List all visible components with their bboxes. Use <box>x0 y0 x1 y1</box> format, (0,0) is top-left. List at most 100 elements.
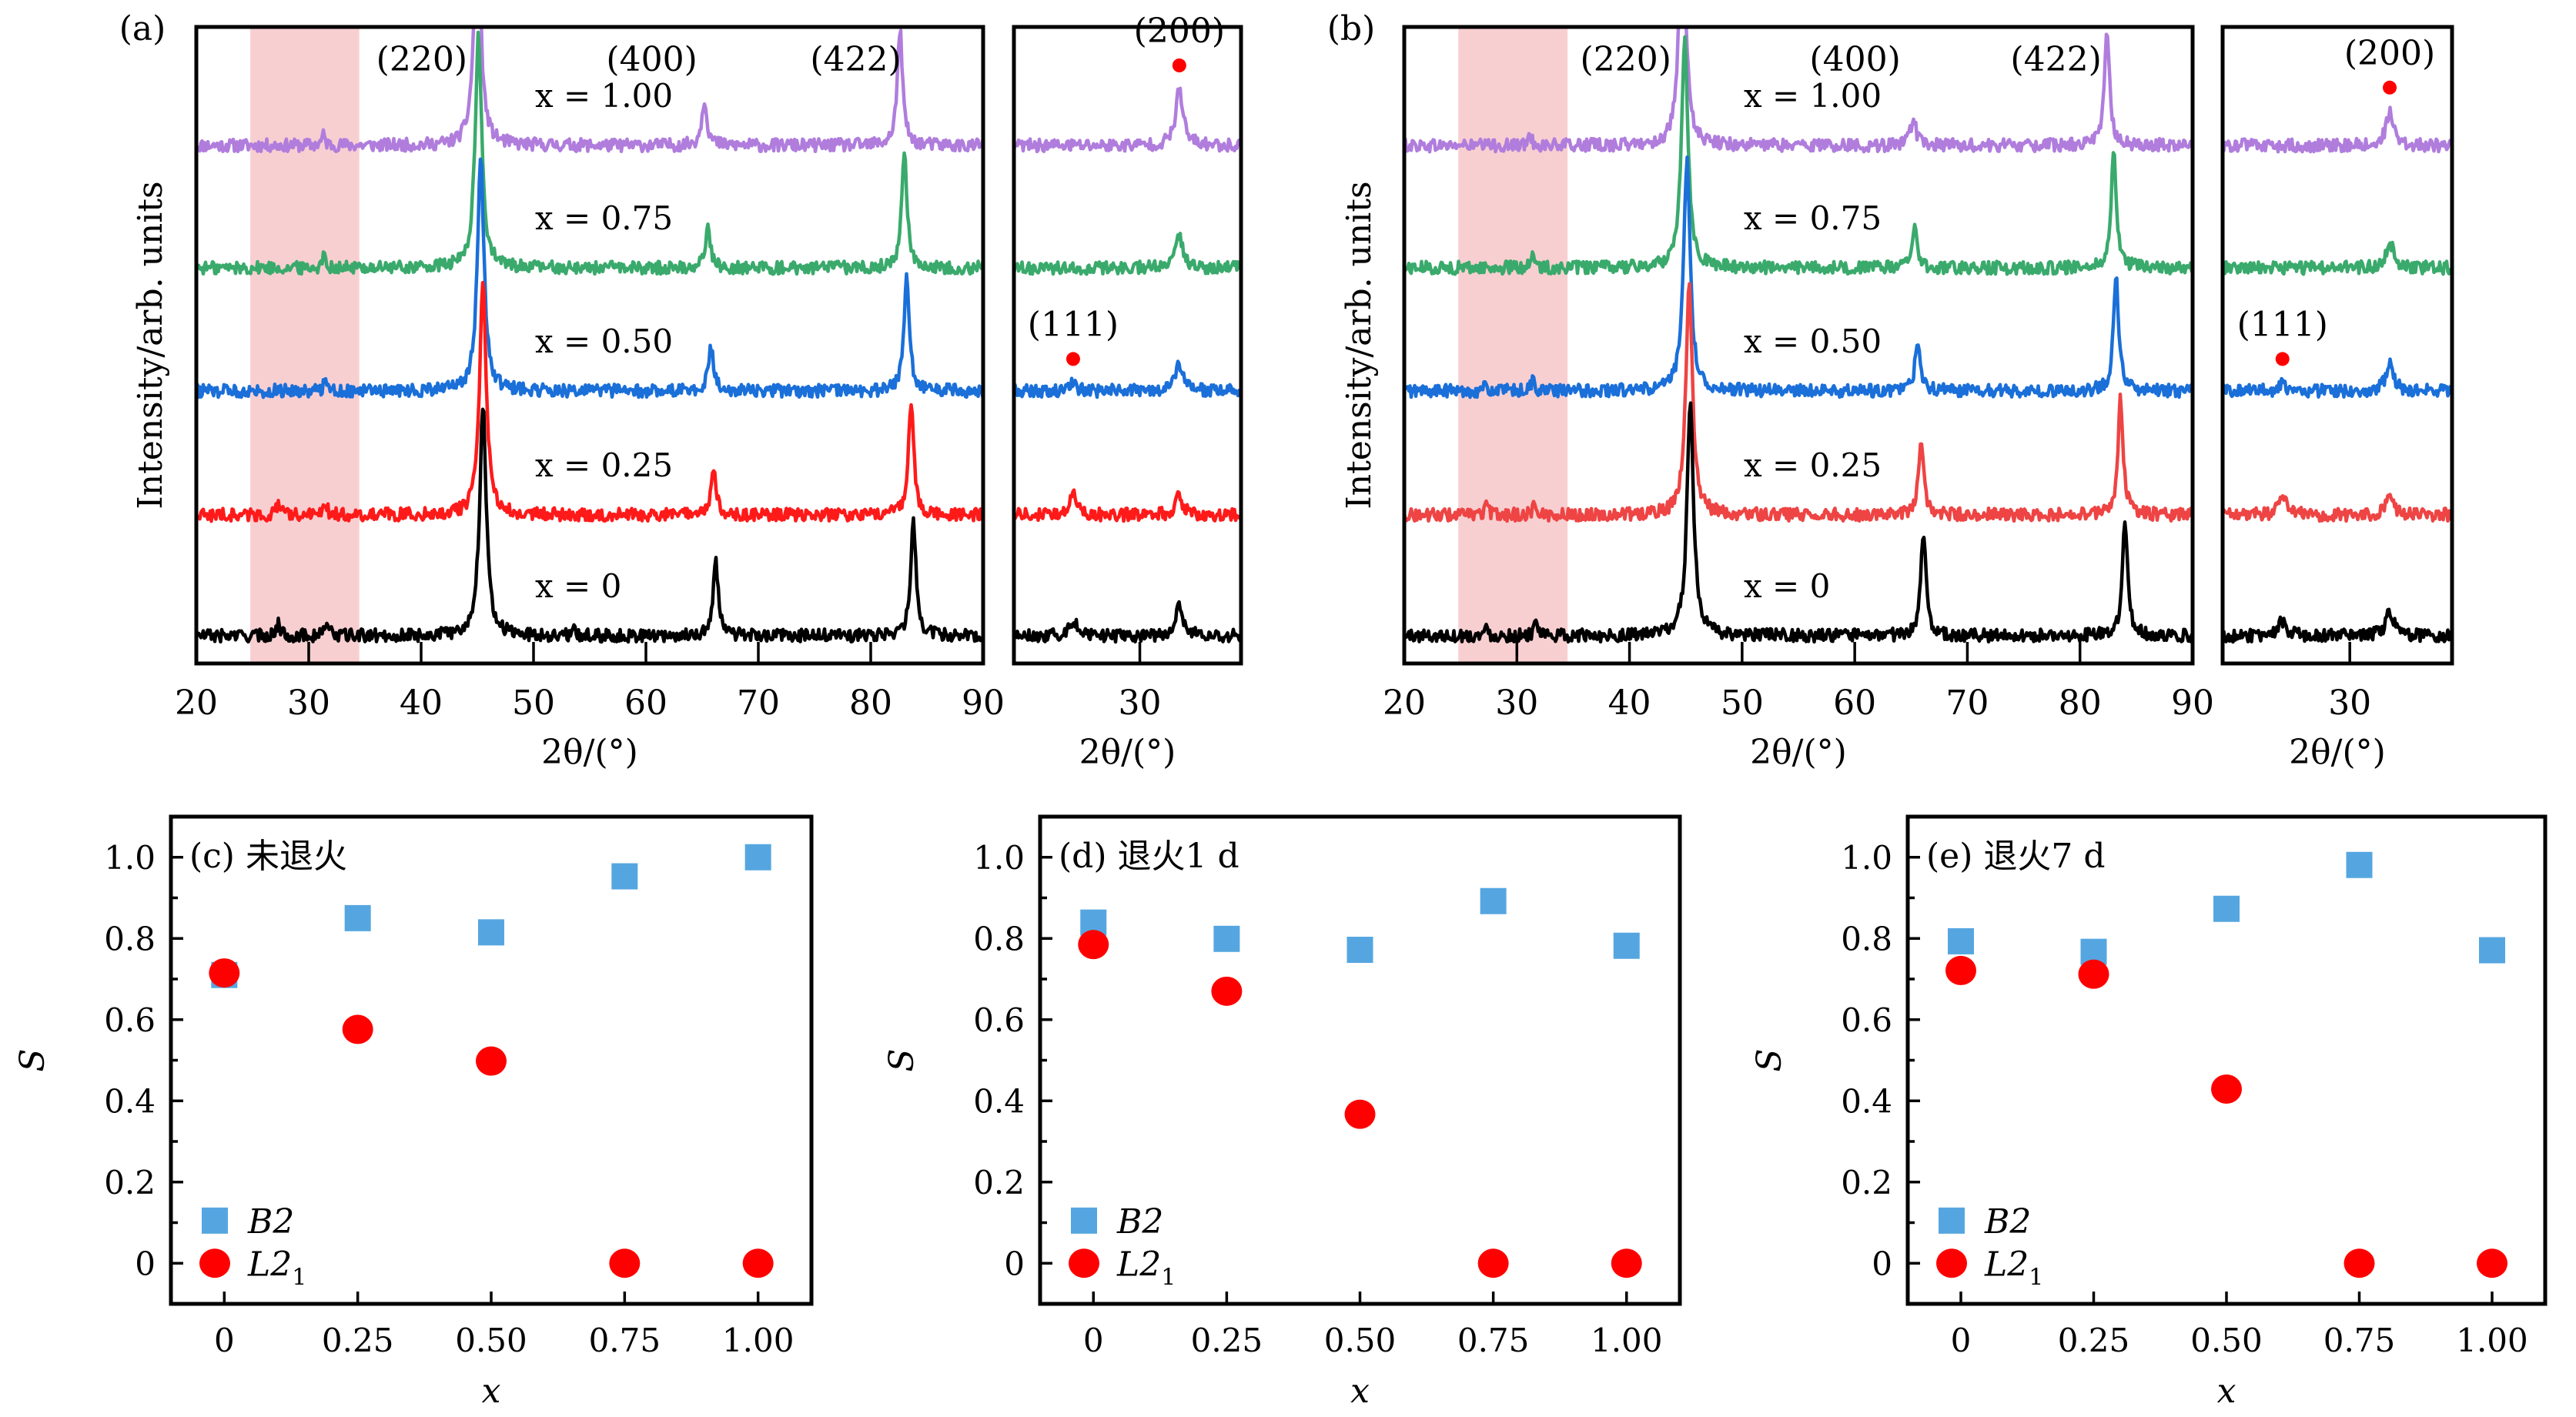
series-label: x = 1.00 <box>535 77 673 115</box>
inset-traces <box>1014 86 1241 644</box>
x-tick-label: 0 <box>1951 1322 1972 1359</box>
trace-0_25 <box>196 280 983 523</box>
inset-x-tick-label: 30 <box>1119 683 1162 723</box>
inset-x-tick-label: 30 <box>2328 683 2371 723</box>
y-tick-label: 1.0 <box>973 839 1025 877</box>
x-tick-label: 40 <box>1608 683 1651 723</box>
x-axis-label: 2θ/(°) <box>541 733 638 772</box>
y-tick-label: 0 <box>135 1245 156 1282</box>
trace-1_00 <box>1404 27 2193 154</box>
x-tick-label: 30 <box>1495 683 1538 723</box>
trace-0 <box>196 407 983 644</box>
l21-marker <box>1945 955 1976 985</box>
x-tick-label: 90 <box>2171 683 2214 723</box>
y-tick-label: 0 <box>1872 1245 1892 1282</box>
x-tick-label: 0.25 <box>1191 1322 1263 1359</box>
legend-l21-marker <box>1936 1248 1967 1278</box>
l21-marker <box>1477 1248 1509 1278</box>
series-label: x = 0.50 <box>535 323 673 360</box>
x-tick-label: 1.00 <box>1591 1322 1663 1359</box>
legend-l21-main: L2 <box>1116 1245 1161 1284</box>
l21-marker <box>1078 930 1109 960</box>
b2-marker <box>344 904 371 931</box>
inset-trace-0_25 <box>1014 488 1241 523</box>
legend-l21-marker <box>1069 1248 1099 1278</box>
inset-x-axis-label: 2θ/(°) <box>2289 733 2386 772</box>
x-tick-label: 0.75 <box>2323 1322 2396 1359</box>
series-label: x = 0.25 <box>1744 446 1882 484</box>
inset-trace-0_50 <box>1014 359 1241 399</box>
y-axis-label: Intensity/arb. units <box>131 181 170 509</box>
l21-marker <box>2343 1248 2375 1278</box>
y-tick-label: 0.4 <box>973 1082 1025 1120</box>
panel-letter: (e) <box>1926 837 1972 876</box>
y-tick-label: 0.8 <box>1841 920 1892 957</box>
series-label: x = 0.75 <box>1744 199 1882 237</box>
inset-frame <box>1012 25 1243 666</box>
xrd-panel-b: x = 1.00 x = 0.75 x = 0.50 x = 0.25 x = 0 20 3… <box>1327 9 2454 772</box>
inset-reflection-label: (111) <box>2237 305 2328 344</box>
x-tick-label: 90 <box>962 683 1005 723</box>
y-tick-label: 0.2 <box>104 1164 156 1201</box>
b2-marker <box>611 863 638 890</box>
b2-marker <box>478 919 504 946</box>
y-axis-label: S <box>13 1048 52 1071</box>
x-tick-label: 0.75 <box>589 1322 661 1359</box>
trace-0_25 <box>1404 282 2193 523</box>
l21-marker <box>2477 1248 2507 1278</box>
inset-frame <box>2220 25 2454 666</box>
trace-0 <box>1404 401 2193 644</box>
x-tick-label: 0 <box>214 1322 235 1359</box>
x-tick-label: 0.50 <box>1324 1322 1397 1359</box>
b2-marker <box>1948 927 1974 954</box>
x-axis-label: x <box>2217 1372 2236 1411</box>
panel-condition: 退火1 d <box>1118 837 1239 876</box>
y-tick-label: 0.2 <box>1841 1164 1892 1201</box>
y-tick-label: 0.6 <box>104 1001 156 1039</box>
y-tick-label: 1.0 <box>104 839 156 877</box>
x-axis-label: x <box>1350 1372 1370 1411</box>
inset-trace-1_00 <box>1014 86 1241 154</box>
inset-trace-0_50 <box>2223 357 2452 399</box>
x-tick-label: 0 <box>1083 1322 1104 1359</box>
main-traces <box>1404 27 2193 644</box>
y-tick-label: 0.8 <box>973 920 1025 957</box>
shaded-region <box>1458 27 1568 663</box>
b2-marker <box>2479 937 2505 964</box>
y-axis-label: S <box>1750 1048 1789 1071</box>
b2-marker <box>1480 887 1507 914</box>
y-tick-label: 0.2 <box>973 1164 1025 1201</box>
y-axis-label: S <box>882 1048 922 1071</box>
l21-marker <box>2078 959 2109 989</box>
main-traces <box>196 27 983 644</box>
legend-b2-label: B2 <box>1116 1202 1163 1242</box>
inset-trace-0_75 <box>1014 232 1241 276</box>
x-tick-label: 70 <box>737 683 780 723</box>
panel-letter: (d) <box>1059 837 1107 876</box>
y-tick-label: 1.0 <box>1841 839 1892 877</box>
legend-l21-label: L21 <box>1984 1245 2043 1291</box>
reflection-marker <box>1066 352 1080 366</box>
l21-marker <box>1344 1099 1376 1129</box>
legend-l21-subscript: 1 <box>292 1264 306 1291</box>
inset-trace-0_25 <box>2223 493 2452 523</box>
legend-b2-label: B2 <box>1984 1202 2031 1242</box>
x-tick-label: 0.50 <box>455 1322 527 1359</box>
b2-marker <box>2213 895 2240 922</box>
x-tick-label: 70 <box>1945 683 1989 723</box>
x-tick-label: 30 <box>287 683 330 723</box>
trace-0_75 <box>196 30 983 276</box>
x-tick-label: 1.00 <box>722 1322 795 1359</box>
l21-marker <box>1611 1248 1642 1278</box>
x-tick-label: 0.75 <box>1457 1322 1530 1359</box>
x-tick-label: 50 <box>1721 683 1764 723</box>
legend-b2-label: B2 <box>247 1202 294 1242</box>
inset-trace-0 <box>2223 607 2452 644</box>
legend-l21-main: L2 <box>1984 1245 2029 1284</box>
b2-marker <box>1347 937 1373 964</box>
trace-1_00 <box>196 27 983 154</box>
main-frame <box>1402 25 2195 666</box>
